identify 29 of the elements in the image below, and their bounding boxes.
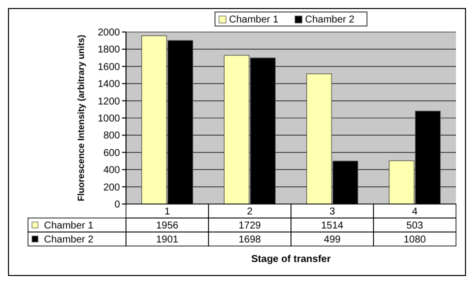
data-label: 1514	[321, 220, 344, 232]
y-tick-label: 1800	[98, 44, 120, 56]
legend-label: Chamber 2	[305, 14, 355, 26]
y-tick-label: 1400	[98, 79, 120, 90]
y-tick-label: 200	[103, 182, 120, 194]
x-tick-label: 2	[246, 206, 253, 218]
y-tick-label: 0	[114, 200, 120, 210]
data-label: 1698	[238, 234, 262, 246]
y-tick-label: 400	[103, 165, 120, 176]
x-tick-label: 1	[164, 206, 170, 218]
data-label: 1080	[404, 234, 426, 246]
y-tick-label: 2000	[98, 28, 120, 38]
data-label: 1956	[156, 220, 179, 232]
legend-label: Chamber 1	[229, 14, 279, 26]
text: Chamber 1	[44, 220, 94, 232]
y-tick-label: 600	[103, 148, 120, 159]
x-axis-title: Stage of transfer	[251, 254, 331, 265]
data-label: 1729	[238, 220, 262, 232]
data-label: 1901	[156, 234, 179, 246]
text: Chamber 2	[44, 234, 94, 246]
data-label: 499	[324, 234, 342, 246]
y-tick-label: 1600	[98, 62, 120, 73]
y-tick-label: 1000	[98, 114, 120, 124]
y-axis-title: Fluorescence Intensity (arbitrary units)	[76, 34, 86, 202]
x-tick-label: 4	[412, 206, 418, 218]
y-tick-label: 800	[103, 130, 120, 142]
data-label: 503	[406, 220, 424, 232]
x-tick-label: 3	[329, 206, 336, 218]
y-tick-label: 1200	[98, 96, 120, 108]
